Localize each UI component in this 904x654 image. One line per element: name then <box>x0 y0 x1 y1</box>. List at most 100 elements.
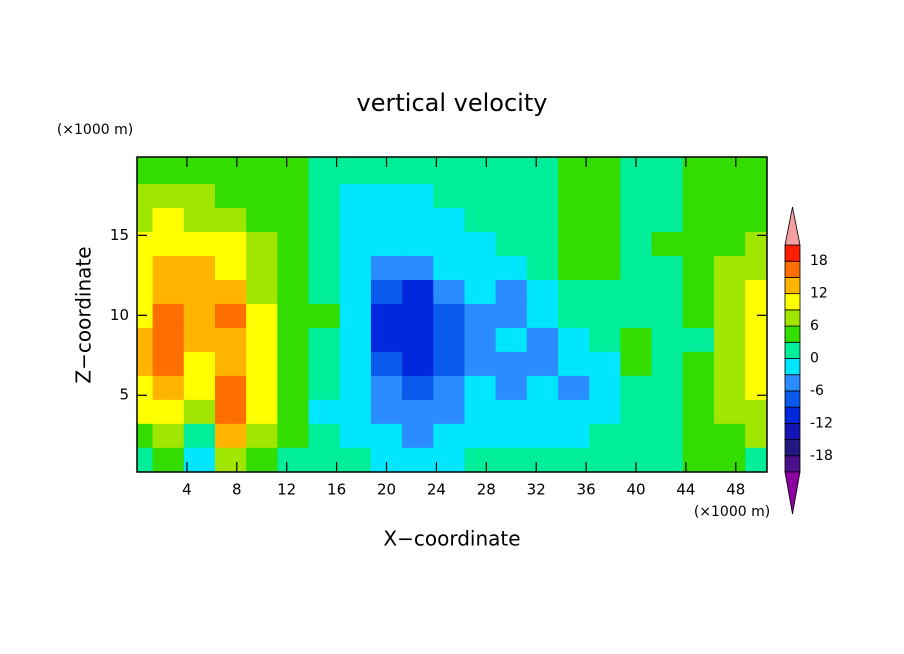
contour-cell <box>526 279 559 304</box>
contour-cell <box>433 447 466 472</box>
contour-cell <box>526 447 559 472</box>
contour-cell <box>651 183 684 208</box>
colorbar-box <box>784 358 801 376</box>
contour-cell <box>620 183 653 208</box>
colorbar-box <box>784 390 801 408</box>
contour-cell <box>745 447 767 472</box>
contour-cell <box>370 303 403 328</box>
contour-cell <box>651 375 684 400</box>
contour-cell <box>137 447 154 472</box>
contour-cell <box>526 399 559 424</box>
colorbar-box <box>784 455 801 473</box>
contour-cell <box>682 207 715 232</box>
contour-cell <box>137 255 154 280</box>
contour-cell <box>308 327 341 352</box>
contour-cell <box>433 157 466 184</box>
contour-cell <box>339 157 372 184</box>
contour-cell <box>745 157 767 184</box>
contour-cell <box>277 423 310 448</box>
colorbar-box <box>784 374 801 392</box>
contour-cell <box>214 447 247 472</box>
contour-cell <box>651 279 684 304</box>
contour-cell <box>589 303 622 328</box>
contour-cell <box>433 207 466 232</box>
contour-cell <box>246 327 278 352</box>
contour-cell <box>495 399 528 424</box>
contour-cell <box>152 375 185 400</box>
contour-cell <box>214 207 247 232</box>
contour-cell <box>620 327 653 352</box>
contour-cell <box>682 279 715 304</box>
contour-cell <box>152 207 185 232</box>
contour-cell <box>651 255 684 280</box>
contour-cell <box>620 207 653 232</box>
contour-cell <box>464 447 497 472</box>
contour-cell <box>495 157 528 184</box>
contour-cell <box>246 423 278 448</box>
contour-cell <box>246 183 278 208</box>
contour-cell <box>745 327 767 352</box>
contour-cell <box>370 399 403 424</box>
contour-cell <box>558 327 590 352</box>
contour-cell <box>589 423 622 448</box>
contour-cell <box>137 327 154 352</box>
contour-cell <box>370 207 403 232</box>
contour-cell <box>183 255 216 280</box>
colorbar: -18 -12 -6 0 6 12 18 <box>784 206 833 515</box>
contour-cell <box>713 423 746 448</box>
contour-cell <box>433 231 466 256</box>
contour-cell <box>339 303 372 328</box>
contour-cell <box>246 351 278 376</box>
contour-cell <box>277 207 310 232</box>
contour-cell <box>402 399 434 424</box>
contour-cell <box>152 399 185 424</box>
contour-cell <box>713 255 746 280</box>
contour-cell <box>620 423 653 448</box>
contour-cell <box>713 279 746 304</box>
contour-cell <box>402 327 434 352</box>
contour-cell <box>214 351 247 376</box>
contour-cell <box>246 375 278 400</box>
contour-cell <box>277 303 310 328</box>
contour-cell <box>277 351 310 376</box>
contour-cell <box>651 423 684 448</box>
contour-cell <box>651 327 684 352</box>
x-tick-label: 44 <box>676 481 695 499</box>
contour-cell <box>402 375 434 400</box>
contour-cell <box>152 157 185 184</box>
y-axis-label: Z−coordinate <box>72 246 96 383</box>
contour-cell <box>745 255 767 280</box>
contour-cell <box>464 207 497 232</box>
contour-cell <box>370 183 403 208</box>
contour-cell <box>152 327 185 352</box>
contour-cell <box>464 399 497 424</box>
contour-cell <box>339 231 372 256</box>
contour-cell <box>183 423 216 448</box>
contour-cell <box>137 423 154 448</box>
y-tick-label: 5 <box>119 386 129 404</box>
contour-cell <box>152 303 185 328</box>
contour-cell <box>526 183 559 208</box>
contour-cell <box>277 255 310 280</box>
contour-cell <box>433 255 466 280</box>
contour-cell <box>152 279 185 304</box>
contour-cell <box>152 423 185 448</box>
contour-cell <box>339 423 372 448</box>
contour-cell <box>526 207 559 232</box>
contour-cell <box>137 375 154 400</box>
contour-cell <box>558 279 590 304</box>
contour-cell <box>651 351 684 376</box>
contour-cell <box>589 447 622 472</box>
contour-cell <box>745 399 767 424</box>
colorbar-label: -6 <box>810 383 824 399</box>
contour-cell <box>152 183 185 208</box>
contour-cell <box>495 351 528 376</box>
colorbar-box <box>784 341 801 359</box>
contour-cell <box>308 157 341 184</box>
contour-cell <box>402 423 434 448</box>
contour-cell <box>589 351 622 376</box>
x-tick-label: 36 <box>577 481 596 499</box>
colorbar-box <box>784 244 801 262</box>
contour-cell <box>464 157 497 184</box>
contour-cell <box>308 375 341 400</box>
